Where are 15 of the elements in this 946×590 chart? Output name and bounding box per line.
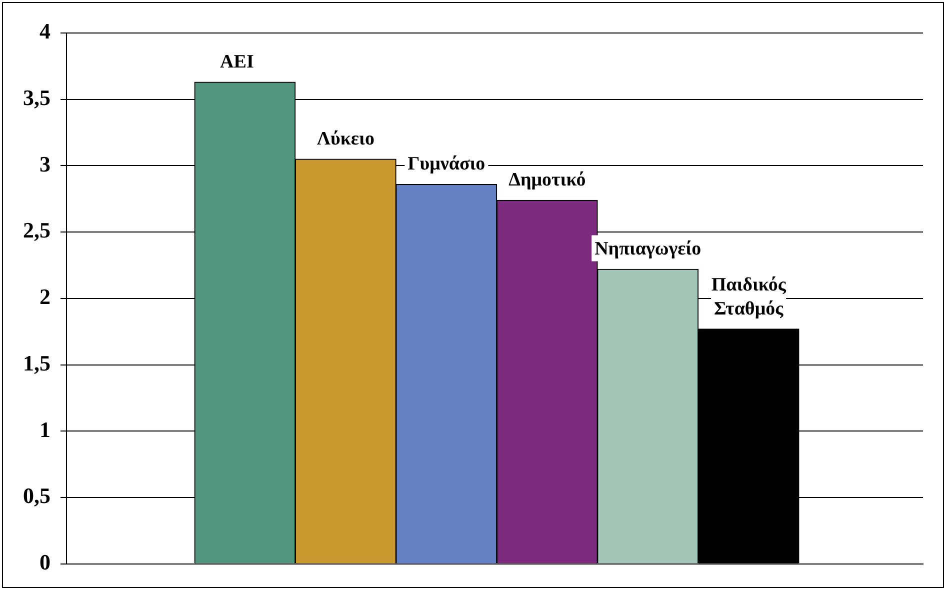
y-tick-label: 0 bbox=[40, 549, 50, 574]
y-tick-label: 1,5 bbox=[23, 350, 50, 376]
y-tick-label: 4 bbox=[40, 18, 50, 44]
x-tick-label: Παιδικός Σταθμός bbox=[711, 274, 787, 320]
x-tick-label: Γυμνάσιο bbox=[408, 154, 486, 175]
y-tick-label: 0,5 bbox=[23, 483, 50, 508]
y-tick-label: 3,5 bbox=[23, 85, 50, 110]
x-tick-label: Λύκειο bbox=[316, 128, 374, 150]
x-tick-label: ΑΕΙ bbox=[220, 52, 254, 73]
y-tick-label: 1 bbox=[40, 416, 50, 442]
y-tick-label: 2 bbox=[40, 284, 50, 310]
y-tick-label: 3 bbox=[40, 151, 50, 176]
y-tick-label: 2,5 bbox=[23, 218, 50, 243]
x-tick-label: Νηπιαγωγείο bbox=[594, 238, 702, 260]
x-tick-label: Δημοτικό bbox=[508, 170, 586, 191]
